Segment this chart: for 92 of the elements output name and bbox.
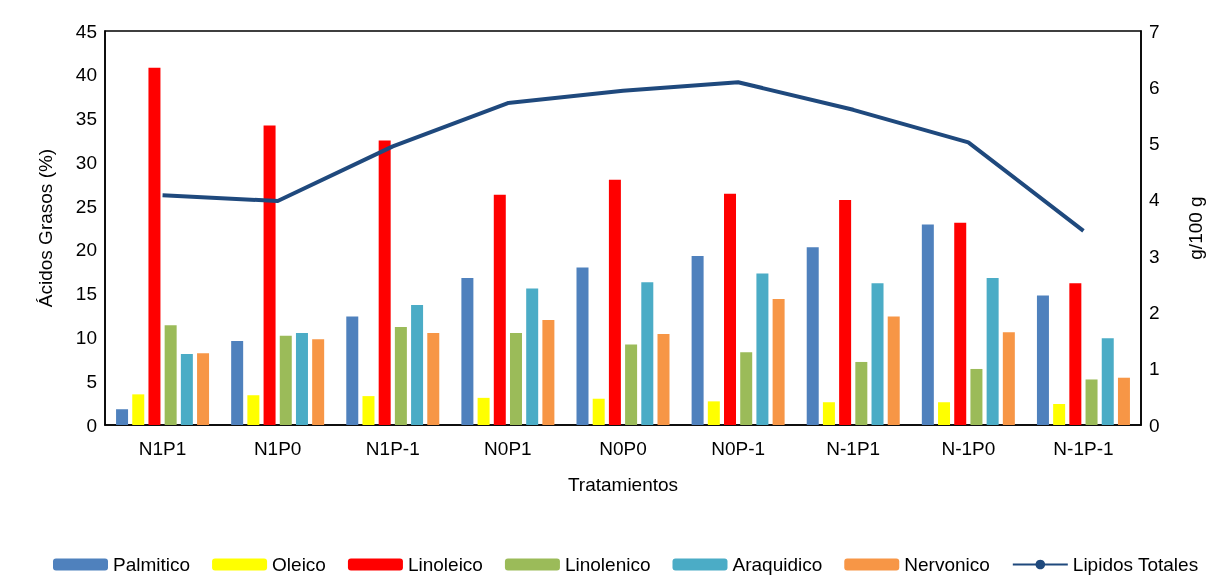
x-tick-label: N0P1 <box>484 438 532 459</box>
x-tick-label: N-1P-1 <box>1053 438 1114 459</box>
bar <box>312 339 325 425</box>
y-tick-label: 5 <box>86 370 97 392</box>
bar <box>954 222 967 425</box>
bar <box>231 340 244 425</box>
x-tick-label: N-1P0 <box>941 438 996 459</box>
x-tick-label: N1P-1 <box>365 438 420 459</box>
bar <box>938 402 951 425</box>
y2-tick-label: 6 <box>1149 76 1160 98</box>
bar <box>871 283 884 425</box>
bar <box>197 353 210 425</box>
bar <box>887 316 900 425</box>
legend-label: Nervonico <box>904 554 990 575</box>
bar <box>263 125 276 425</box>
x-tick-label: N0P0 <box>599 438 647 459</box>
bar <box>756 273 769 425</box>
bar <box>772 298 785 425</box>
bar <box>247 395 260 425</box>
bar <box>148 67 161 425</box>
x-tick-label: N0P-1 <box>711 438 766 459</box>
bar <box>509 333 522 425</box>
bar <box>724 193 737 425</box>
bar <box>822 402 835 425</box>
bar <box>362 396 375 425</box>
x-axis-title: Tratamientos <box>567 474 679 495</box>
y-tick-label: 15 <box>75 283 97 305</box>
bar <box>378 140 391 425</box>
bar <box>641 282 654 425</box>
bar <box>116 409 129 425</box>
bar <box>394 326 407 425</box>
bar <box>1101 338 1114 425</box>
bar <box>477 397 490 425</box>
x-tick-label: N1P1 <box>138 438 187 459</box>
y2-tick-label: 4 <box>1149 189 1160 211</box>
bar <box>542 319 555 425</box>
bar <box>411 305 424 425</box>
bar <box>132 394 145 425</box>
y-tick-label: 0 <box>86 414 97 436</box>
bar <box>1053 403 1066 425</box>
bar <box>608 179 621 425</box>
bar <box>855 361 868 425</box>
bar <box>592 398 605 425</box>
legend-label: Linolenico <box>564 554 651 575</box>
y2-tick-label: 2 <box>1149 301 1160 323</box>
bar <box>1036 295 1049 425</box>
y-tick-label: 25 <box>75 195 97 217</box>
bar <box>164 325 177 425</box>
bar <box>657 333 670 425</box>
bar <box>1002 332 1015 425</box>
bar <box>625 344 638 425</box>
x-tick-label: N1P0 <box>253 438 302 459</box>
bar <box>180 354 193 425</box>
y-tick-label: 40 <box>75 64 97 86</box>
bar <box>279 335 292 425</box>
bar <box>346 316 359 425</box>
bar <box>921 224 934 425</box>
bar <box>526 288 539 425</box>
bar <box>806 247 819 425</box>
y2-tick-label: 7 <box>1149 20 1160 42</box>
y2-tick-label: 3 <box>1149 245 1160 267</box>
y-tick-label: 45 <box>75 20 97 42</box>
legend-label: Palmitico <box>113 554 191 575</box>
bar <box>576 267 589 425</box>
legend-label: Araquidico <box>732 554 823 575</box>
bar <box>707 401 720 425</box>
y-tick-label: 35 <box>75 108 97 130</box>
legend-label: Lipidos Totales <box>1072 554 1199 575</box>
line-series <box>160 80 1086 233</box>
y2-tick-label: 5 <box>1149 133 1160 155</box>
legend-label: Oleico <box>272 554 326 575</box>
y-tick-label: 20 <box>75 239 97 261</box>
bar <box>740 352 753 425</box>
bar <box>493 194 506 425</box>
bar <box>839 199 852 425</box>
bar <box>986 277 999 425</box>
bar <box>1069 283 1082 425</box>
bar <box>461 277 474 425</box>
legend-label: Linoleico <box>407 554 483 575</box>
y2-tick-label: 1 <box>1149 358 1160 380</box>
bar <box>970 368 983 425</box>
bar <box>1117 377 1130 425</box>
y2-tick-label: 0 <box>1149 414 1160 436</box>
bar <box>427 333 440 425</box>
bar <box>295 333 308 425</box>
x-tick-label: N-1P1 <box>826 438 881 459</box>
y-tick-label: 30 <box>75 151 97 173</box>
y-axis-title: Ácidos Grasos (%) <box>35 148 56 308</box>
y2-axis-title: g/100 g <box>1185 196 1206 260</box>
bar <box>1085 379 1098 425</box>
y-tick-label: 10 <box>75 326 97 348</box>
bar <box>691 256 704 425</box>
